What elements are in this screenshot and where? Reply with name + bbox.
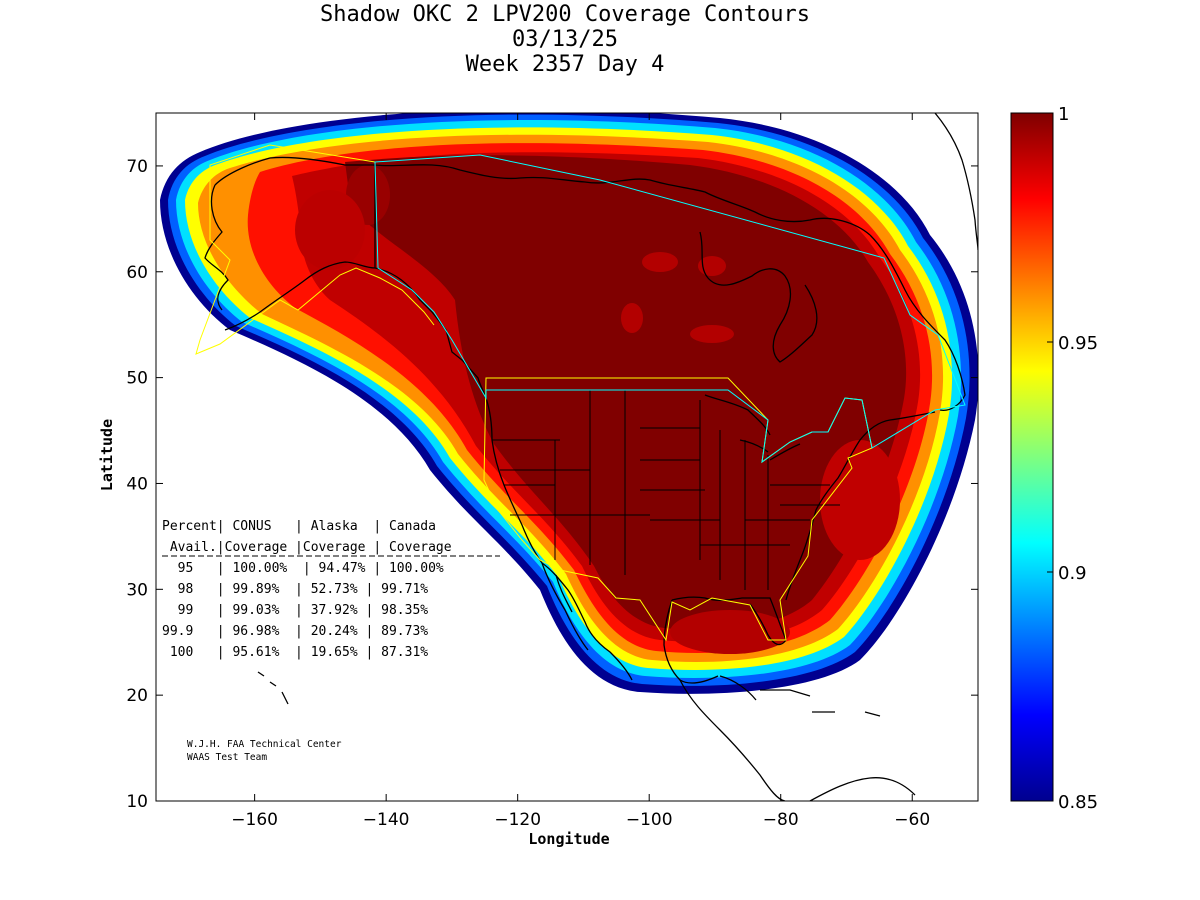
stats-row-99.9: 99.9 | 96.98% | 20.24% | 89.73% <box>162 624 428 639</box>
central-america-coast <box>679 675 786 801</box>
baja-coast <box>541 562 589 651</box>
stats-header-1: Percent| CONUS | Alaska | Canada <box>162 519 436 534</box>
gulf-coast <box>663 596 787 684</box>
atlantic-coast <box>785 411 936 601</box>
title-line-3: Week 2357 Day 4 <box>465 52 665 77</box>
y-tick-label: 60 <box>126 263 148 283</box>
chart-title: Shadow OKC 2 LPV200 Coverage Contours 03… <box>0 2 1130 77</box>
y-tick-label: 40 <box>126 474 148 494</box>
coverage-stats-table: Percent| CONUS | Alaska | Canada Avail.|… <box>162 519 500 660</box>
stats-row-95: 95 | 100.00% | 94.47% | 100.00% <box>162 561 444 576</box>
us-state-grid <box>492 390 840 590</box>
credit-block: W.J.H. FAA Technical Center WAAS Test Te… <box>187 739 342 763</box>
colorbar-tick-0.85: 0.85 <box>1058 792 1098 813</box>
y-axis: 10 20 30 40 50 60 70 <box>126 157 978 812</box>
y-tick-label: 50 <box>126 369 148 389</box>
credit-line-1: W.J.H. FAA Technical Center <box>187 739 342 750</box>
plot-frame <box>155 112 979 802</box>
x-tick-label: −60 <box>894 810 930 830</box>
stats-row-98: 98 | 99.89% | 52.73% | 99.71% <box>162 582 428 597</box>
canada-boundary <box>374 154 966 464</box>
contour-patch-canada-3 <box>621 303 643 333</box>
contour-patch-alaska-2 <box>295 190 365 270</box>
y-axis-title: Latitude <box>98 419 116 491</box>
x-axis: −160 −140 −120 −100 −80 −60 <box>231 113 930 830</box>
y-tick-label: 70 <box>126 157 148 177</box>
x-tick-label: −160 <box>231 810 278 830</box>
caribbean-islands <box>760 689 881 717</box>
contour-patch-atlantic <box>820 440 900 560</box>
coastlines <box>204 113 978 801</box>
south-america-coast <box>809 777 916 801</box>
x-tick-label: −140 <box>363 810 410 830</box>
colorbar: 1 0.95 0.9 0.85 <box>1010 104 1098 813</box>
stats-row-99: 99 | 99.03% | 37.92% | 98.35% <box>162 603 428 618</box>
labrador-coast <box>869 234 966 411</box>
us-state-boundaries <box>492 390 840 590</box>
x-axis-title: Longitude <box>528 830 609 848</box>
greenland-coast <box>934 113 978 251</box>
great-lakes <box>704 394 801 461</box>
hawaii-islands <box>257 671 289 705</box>
contour-patch-canada-2 <box>698 256 726 276</box>
credit-line-2: WAAS Test Team <box>187 752 267 763</box>
canada-arctic-coast <box>374 164 871 236</box>
title-line-2: 03/13/25 <box>512 27 618 52</box>
colorbar-tick-0.95: 0.95 <box>1058 333 1098 354</box>
colorbar-tick-1: 1 <box>1058 104 1069 125</box>
contour-patch-canada-1 <box>642 252 678 272</box>
colorbar-gradient <box>1010 112 1054 802</box>
contour-core-1.0 <box>345 155 907 631</box>
y-tick-label: 30 <box>126 580 148 600</box>
x-tick-label: −120 <box>494 810 541 830</box>
alaska-coast <box>204 156 487 399</box>
title-line-1: Shadow OKC 2 LPV200 Coverage Contours <box>319 2 811 27</box>
contour-patch-canada-4 <box>690 325 734 343</box>
region-boundaries <box>195 144 966 642</box>
alaska-boundary <box>195 144 435 355</box>
y-tick-label: 20 <box>126 686 148 706</box>
stats-header-2: Avail.|Coverage |Coverage | Coverage <box>162 540 452 555</box>
stats-row-100: 100 | 95.61% | 19.65% | 87.31% <box>162 645 428 660</box>
x-tick-label: −100 <box>626 810 673 830</box>
colorbar-tick-0.9: 0.9 <box>1058 563 1087 584</box>
x-tick-label: −80 <box>763 810 799 830</box>
contour-patch-gulf <box>670 610 790 654</box>
hudson-bay-coast <box>699 231 818 363</box>
y-tick-label: 10 <box>126 792 148 812</box>
